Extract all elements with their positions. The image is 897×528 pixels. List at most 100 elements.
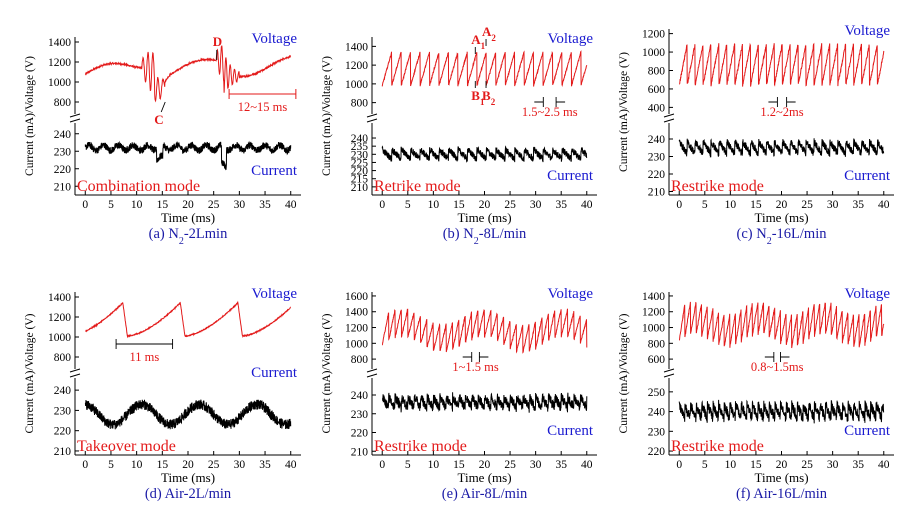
y-tick-label-upper: 800 [351,354,369,366]
caption-text: (b) N [443,226,475,242]
caption-subscript: 2 [474,236,479,247]
y-tick-label-lower: 230 [54,146,72,158]
x-tick-label: 0 [379,199,385,211]
y-tick-label-lower: 210 [351,182,369,194]
y-tick-label-lower: 230 [648,152,666,164]
y-tick-label-upper: 800 [54,352,72,364]
x-tick-label: 35 [555,199,567,211]
y-axis-label: Current (mA)/Voltage (V) [618,313,630,433]
x-tick-label: 25 [801,199,813,211]
point-label-letter: A [471,32,481,47]
x-tick-label: 20 [479,199,491,211]
y-tick-label-upper: 800 [648,66,666,78]
point-label-letter: B [482,88,491,103]
x-tick-label: 5 [108,199,114,211]
mode-label: Restrike mode [374,438,467,455]
y-tick-label-upper: 1600 [345,291,368,303]
x-tick-label: 30 [234,459,246,471]
interval-label: 11 ms [129,350,159,364]
y-tick-label-lower: 230 [54,405,72,417]
current-legend-label: Current [547,168,594,184]
y-tick-label-upper: 1000 [48,332,71,344]
x-tick-label: 20 [776,459,788,471]
x-tick-label: 30 [234,199,246,211]
x-tick-label: 35 [259,199,271,211]
y-tick-label-lower: 210 [648,187,666,199]
x-tick-label: 40 [285,199,297,211]
x-tick-label: 30 [530,459,542,471]
interval-label: 0.8~1.5ms [751,360,804,374]
y-axis-label: Current (mA)/Voltage (V) [618,52,630,172]
x-tick-label: 20 [479,459,491,471]
y-tick-label-lower: 220 [54,426,72,438]
current-legend-label: Current [251,163,298,179]
y-tick-label-lower: 210 [351,446,369,458]
x-tick-label: 35 [259,459,271,471]
y-tick-label-lower: 220 [648,169,666,181]
voltage-legend-label: Voltage [844,23,890,39]
point-label: C [154,112,163,127]
interval-label: 1.2~2ms [760,105,803,119]
y-tick-label-upper: 800 [648,338,666,350]
current-series [381,145,588,164]
y-tick-label-upper: 1200 [642,307,665,319]
y-tick-label-upper: 1400 [345,307,368,319]
mode-label: Restrike mode [671,438,764,455]
panel-e: 0 5 10 15 20 25 30 35 40 800 1000 1200 1400 1600 210 22… [321,286,597,502]
panel-f: 0 5 10 15 20 25 30 35 40 600 800 1000 1200 1400 220 230… [618,286,894,502]
y-tick-label-upper: 800 [54,97,72,109]
x-tick-label: 35 [852,199,864,211]
x-tick-label: 15 [750,459,762,471]
x-tick-label: 5 [702,459,708,471]
y-tick-label-lower: 235 [351,141,369,153]
voltage-legend-label: Voltage [547,31,593,47]
y-axis-label: Current (mA)/Voltage (V) [24,56,36,176]
voltage-series [381,50,588,88]
panel-caption: (f) Air-16L/min [736,486,828,502]
y-tick-label-lower: 240 [648,134,666,146]
voltage-legend-label: Voltage [251,31,297,47]
point-label-subscript: 2 [491,97,496,107]
x-tick-label: 10 [131,459,143,471]
y-tick-label-lower: 215 [351,174,369,186]
point-label-letter: B [471,88,480,103]
current-series [678,138,885,158]
x-tick-label: 35 [555,459,567,471]
interval-marker [462,352,489,362]
x-axis-label: Time (ms) [457,210,511,225]
axis-break [69,368,81,378]
current-series [84,140,292,171]
x-tick-label: 40 [285,459,297,471]
x-tick-label: 5 [405,199,411,211]
x-tick-label: 5 [108,459,114,471]
caption-text: (f) Air-16L/min [736,486,828,502]
panel-caption: (b) N2-8L/min [443,226,527,247]
x-tick-label: 30 [827,199,839,211]
x-tick-label: 15 [750,199,762,211]
point-label-subscript: 2 [491,33,496,43]
mode-label: Retrike mode [374,178,461,195]
y-tick-label-upper: 1400 [345,41,368,53]
current-legend-label: Current [547,423,594,439]
x-tick-label: 10 [725,199,737,211]
point-label: A2 [482,24,496,43]
axis-break [69,113,81,123]
y-tick-label-lower: 220 [351,166,369,178]
panel-c: 0 5 10 15 20 25 30 35 40 400 600 800 1000 1200 210 220 2… [618,23,894,247]
y-tick-label-upper: 800 [351,98,369,110]
axis-break [663,113,675,123]
y-tick-label-lower: 230 [351,409,369,421]
current-series [382,392,588,413]
x-tick-label: 5 [702,199,708,211]
caption-text: (d) Air-2L/min [145,486,232,502]
interval-marker [115,339,174,349]
current-series [678,399,885,424]
axis-break [366,113,378,123]
x-axis-label: Time (ms) [161,210,215,225]
y-tick-label-lower: 240 [54,129,72,141]
point-label-subscript: 1 [480,97,485,107]
panel-caption: (c) N2-16L/min [737,226,828,247]
x-tick-label: 20 [776,199,788,211]
y-tick-label-lower: 250 [648,387,666,399]
y-axis-label: Current (mA)/Voltage (V) [24,313,36,433]
